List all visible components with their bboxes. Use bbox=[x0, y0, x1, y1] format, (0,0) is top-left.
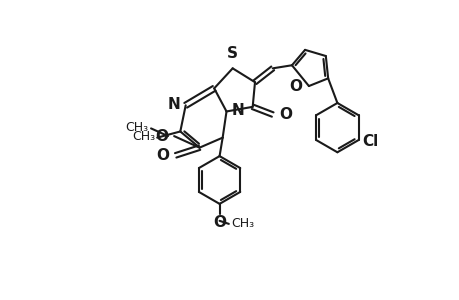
Text: CH₃: CH₃ bbox=[125, 121, 148, 134]
Text: CH₃: CH₃ bbox=[230, 218, 254, 230]
Text: S: S bbox=[227, 46, 238, 62]
Text: O: O bbox=[213, 214, 225, 230]
Text: N: N bbox=[167, 97, 180, 112]
Text: N: N bbox=[231, 103, 244, 118]
Text: Cl: Cl bbox=[362, 134, 378, 149]
Text: O: O bbox=[155, 129, 168, 144]
Text: CH₃: CH₃ bbox=[131, 130, 155, 143]
Text: O: O bbox=[156, 148, 169, 163]
Text: O: O bbox=[289, 79, 302, 94]
Text: O: O bbox=[278, 107, 291, 122]
